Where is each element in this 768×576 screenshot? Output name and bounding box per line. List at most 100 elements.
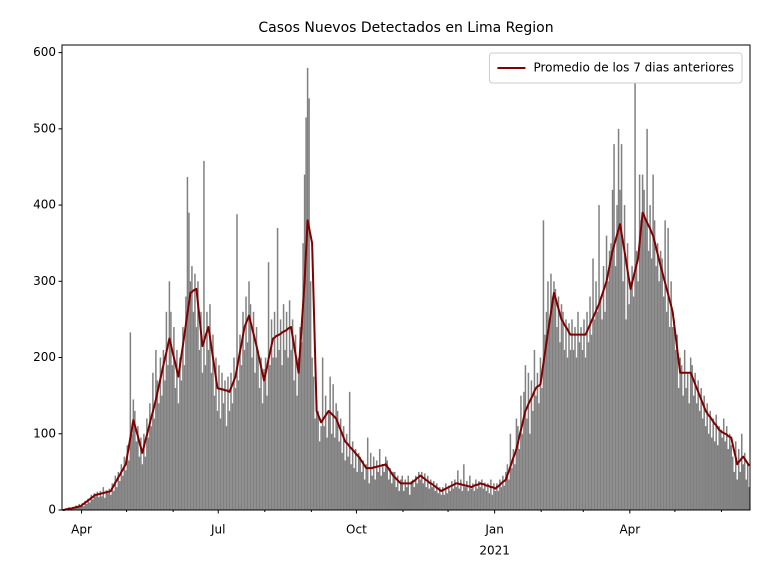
bar <box>395 487 397 510</box>
bar <box>275 357 277 510</box>
bar <box>102 487 105 510</box>
bar <box>257 349 259 510</box>
bar <box>728 433 731 510</box>
bar <box>321 357 324 510</box>
bar <box>707 433 710 510</box>
bar <box>709 410 711 510</box>
bar <box>743 452 746 510</box>
bar <box>412 479 414 510</box>
bar <box>506 464 509 510</box>
bar <box>605 235 608 510</box>
bar <box>457 470 459 510</box>
bar <box>303 174 306 511</box>
bar <box>86 503 88 510</box>
bar <box>575 357 578 510</box>
bar <box>401 475 403 510</box>
bar <box>451 481 453 510</box>
bar <box>566 357 569 510</box>
bar <box>422 483 425 510</box>
bar <box>736 479 738 510</box>
bar <box>424 473 426 510</box>
bar <box>87 498 90 510</box>
bar <box>89 502 91 510</box>
bar <box>418 471 420 510</box>
bar <box>740 433 743 510</box>
bar <box>631 266 633 510</box>
bar <box>614 266 617 510</box>
bar <box>258 388 261 510</box>
bar <box>452 488 455 510</box>
bar <box>384 456 387 510</box>
bar <box>647 250 650 510</box>
bar <box>467 490 470 510</box>
bar <box>366 437 369 510</box>
bar <box>536 372 539 510</box>
bar <box>107 493 109 510</box>
bar <box>246 342 249 510</box>
bar <box>216 410 219 510</box>
bar <box>135 441 138 510</box>
bar <box>335 403 337 510</box>
bar <box>485 490 488 510</box>
bar <box>658 281 660 510</box>
bar <box>679 357 681 510</box>
bar <box>332 384 334 510</box>
bar <box>378 449 381 510</box>
bar <box>686 372 689 510</box>
bar <box>119 481 121 510</box>
bar <box>533 349 536 510</box>
bar <box>239 334 241 510</box>
bar <box>333 437 336 510</box>
bar <box>481 479 483 510</box>
bar <box>108 488 111 510</box>
bar <box>198 349 201 510</box>
bar <box>350 464 352 510</box>
bar <box>285 311 288 510</box>
bar <box>578 342 581 510</box>
bar <box>733 471 735 510</box>
legend-label: Promedio de los 7 dias anteriores <box>533 61 734 75</box>
bar <box>305 117 307 510</box>
bar <box>146 418 148 510</box>
bar <box>162 349 165 510</box>
bar <box>629 281 632 510</box>
bar <box>176 349 178 510</box>
bar <box>227 376 229 510</box>
bar <box>314 418 316 510</box>
bar <box>428 488 431 510</box>
bar <box>128 460 130 510</box>
bar <box>716 445 719 510</box>
bar <box>617 128 620 510</box>
bar <box>461 490 464 510</box>
bar <box>632 296 635 510</box>
bar <box>264 357 267 510</box>
bar <box>434 490 437 510</box>
bar <box>383 471 385 510</box>
bar <box>640 220 642 510</box>
bar <box>649 205 651 510</box>
bar <box>191 266 193 510</box>
bar <box>655 266 657 510</box>
bar <box>556 327 558 510</box>
bar <box>194 273 196 510</box>
bar <box>460 479 462 510</box>
bar <box>472 483 474 510</box>
bar <box>294 334 297 510</box>
bar <box>718 426 720 510</box>
bar <box>137 426 139 510</box>
bar <box>399 479 402 510</box>
bar <box>180 380 183 510</box>
bar <box>512 449 515 510</box>
bar <box>419 479 422 510</box>
bar <box>409 494 411 510</box>
bar <box>296 395 298 510</box>
bar <box>117 471 120 510</box>
bar <box>652 174 654 511</box>
bar <box>683 349 686 510</box>
bar <box>326 437 328 510</box>
bar <box>572 349 575 510</box>
bar <box>377 471 379 510</box>
bar <box>330 433 333 510</box>
bar <box>284 349 286 510</box>
